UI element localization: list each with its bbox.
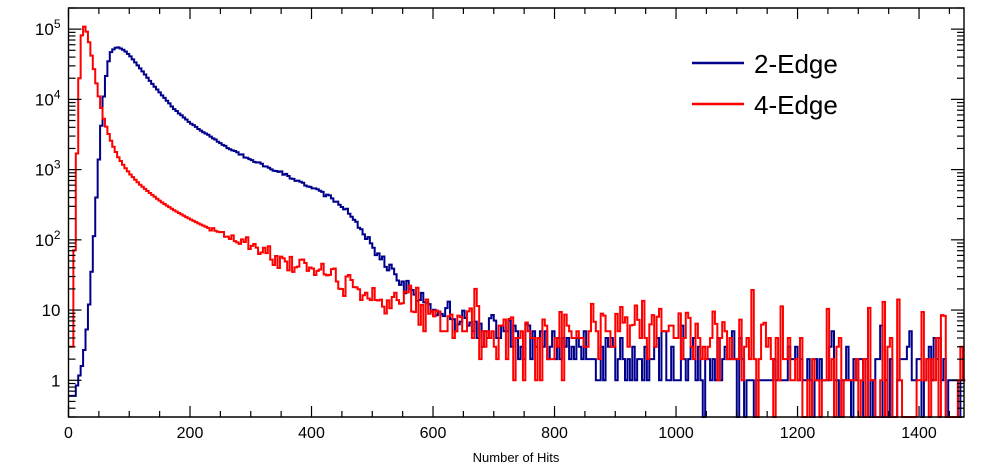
legend-layer: 2-Edge 4-Edge xyxy=(692,49,838,120)
legend-label-4-edge: 4-Edge xyxy=(754,90,838,120)
y-axis-tick-label: 10 xyxy=(42,301,61,320)
x-axis-tick-label: 200 xyxy=(177,425,204,442)
x-axis-tick-label: 0 xyxy=(64,425,73,442)
series-line-4-edge xyxy=(68,25,966,418)
data-series-layer xyxy=(68,25,966,418)
axis-layer: 0 200 400 600 800 1000 1200 1400 1 10 102 103 104 105 xyxy=(35,7,965,442)
x-axis-tick-label: 1400 xyxy=(901,425,937,442)
y-axis-tick-label: 102 xyxy=(35,228,61,250)
x-axis-title: Number of Hits xyxy=(473,450,560,465)
y-axis-tick-label: 103 xyxy=(35,158,61,180)
x-axis-tick-label: 600 xyxy=(420,425,447,442)
legend-label-2-edge: 2-Edge xyxy=(754,49,838,79)
x-axis-tick-label: 800 xyxy=(541,425,568,442)
x-axis-tick-label: 400 xyxy=(298,425,325,442)
y-axis-tick-label: 105 xyxy=(35,17,61,39)
y-axis-tick-label: 1 xyxy=(51,371,60,390)
y-axis-tick-label: 104 xyxy=(35,87,61,109)
x-axis-tick-label: 1000 xyxy=(658,425,694,442)
x-axis-tick-label: 1200 xyxy=(780,425,816,442)
